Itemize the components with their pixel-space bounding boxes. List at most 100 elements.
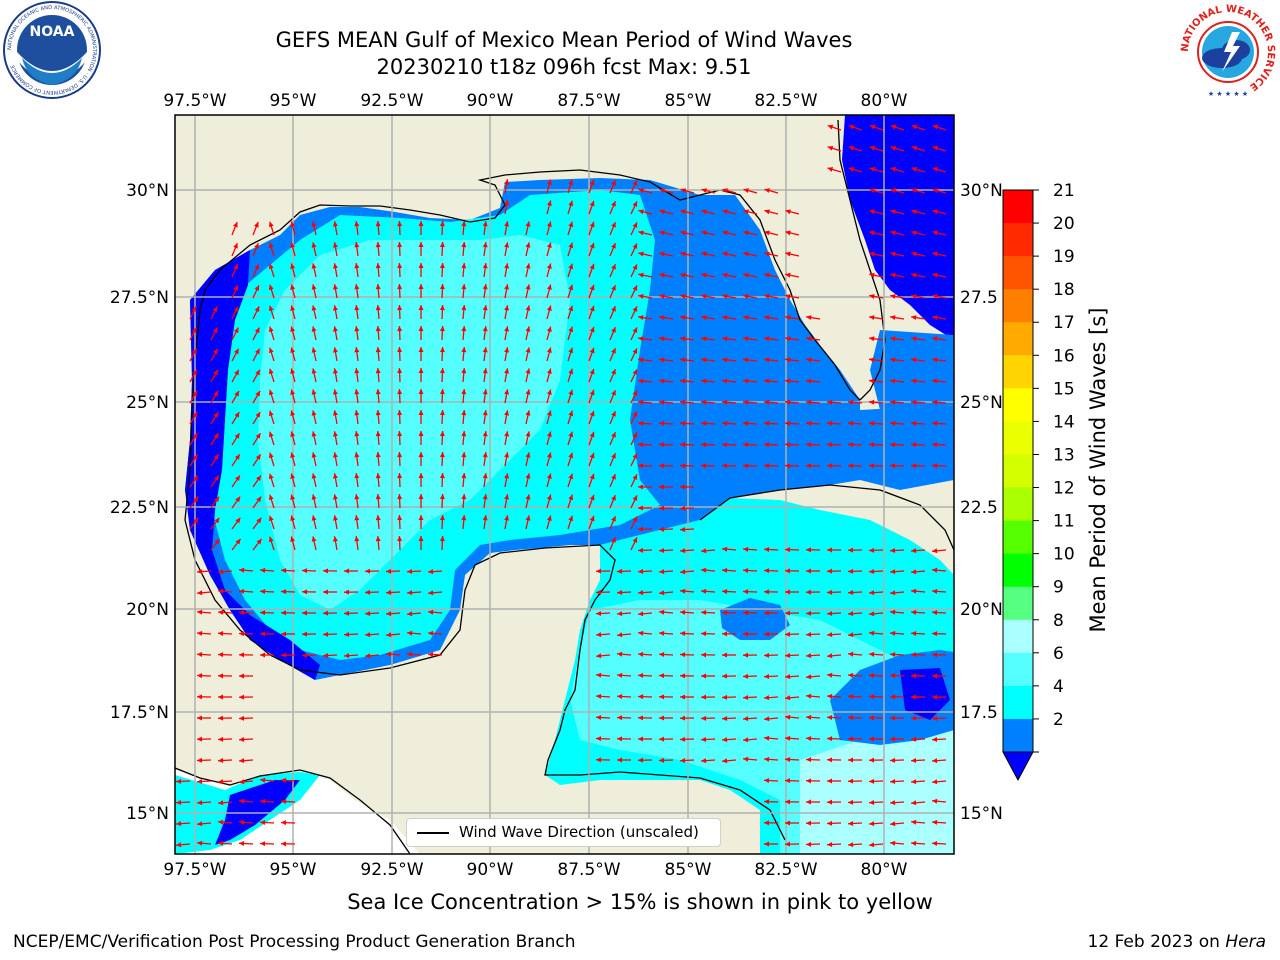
wind-arrow [525, 494, 531, 509]
wind-arrow [595, 632, 611, 638]
wind-arrow [890, 357, 905, 363]
wind-arrow [931, 588, 947, 594]
wind-arrow [763, 652, 779, 658]
wind-arrow [911, 336, 926, 342]
lat-label-right: 20°N [960, 600, 1003, 620]
wind-arrow [721, 737, 737, 743]
wind-arrow [637, 526, 653, 532]
wind-arrow [354, 242, 360, 257]
wind-arrow [504, 179, 510, 194]
wind-arrow [932, 357, 947, 363]
wind-arrow [609, 347, 617, 362]
wind-arrow [397, 472, 403, 488]
wind-arrow [680, 694, 694, 700]
wind-arrow [630, 306, 638, 320]
wind-arrow [525, 515, 531, 530]
wind-arrow [827, 145, 842, 152]
wind-arrow [301, 652, 317, 658]
wind-arrow [679, 673, 695, 679]
wind-arrow [567, 494, 574, 509]
wind-arrow [910, 800, 926, 806]
wind-arrow [427, 569, 443, 575]
lat-label-left: 30°N [126, 181, 169, 201]
wind-arrow [567, 473, 574, 488]
wind-arrow [231, 432, 241, 446]
wind-arrow [931, 758, 947, 764]
wind-arrow [217, 715, 233, 721]
wind-arrow [743, 209, 758, 215]
lon-label-bottom: 87.5°W [557, 860, 620, 880]
wind-arrow [290, 347, 296, 362]
wind-arrow [784, 420, 800, 426]
wind-arrow [290, 431, 296, 446]
wind-arrow [210, 475, 220, 488]
wind-arrow [259, 567, 275, 573]
wind-arrow [504, 326, 510, 341]
wind-arrow [889, 652, 905, 658]
wind-arrow [763, 568, 779, 574]
wind-arrow [931, 694, 947, 700]
wind-arrow [397, 409, 403, 425]
wind-arrow [679, 757, 695, 763]
wind-arrow [806, 568, 820, 574]
wind-arrow [638, 378, 653, 384]
wind-arrow [461, 346, 467, 362]
wind-arrow [784, 399, 800, 405]
wind-arrow [638, 251, 653, 257]
wind-arrow [743, 272, 758, 278]
wind-arrow [680, 336, 695, 342]
wind-arrow [252, 263, 260, 278]
wind-arrow [290, 473, 296, 488]
wind-arrow [406, 568, 422, 574]
wind-arrow [418, 472, 424, 488]
wind-arrow [889, 821, 905, 827]
wind-arrow [616, 632, 632, 638]
wind-arrow [332, 515, 338, 530]
wind-arrow [910, 652, 926, 658]
wind-arrow [504, 347, 510, 362]
wind-arrow [847, 694, 863, 700]
wind-arrow [231, 263, 239, 278]
wind-arrow [722, 336, 737, 342]
wind-arrow [826, 463, 842, 469]
wind-arrow [427, 630, 443, 636]
wind-arrow [910, 819, 926, 825]
wind-arrow [231, 496, 241, 509]
wind-arrow [595, 693, 611, 699]
wind-arrow [931, 548, 947, 554]
wind-arrow [280, 652, 296, 658]
wind-arrow [701, 272, 716, 278]
wind-arrow [742, 420, 758, 426]
wind-arrow [722, 293, 737, 299]
wind-arrow [700, 610, 716, 616]
wind-arrow [546, 305, 552, 320]
wind-arrow [418, 451, 424, 467]
wind-arrow [805, 820, 821, 826]
wind-arrow [764, 293, 779, 299]
florida-east-dark-band [842, 115, 954, 340]
wind-arrow [910, 420, 926, 426]
wind-arrow [785, 378, 800, 384]
colorbar-tick-label: 8 [1053, 611, 1064, 631]
wind-arrow [439, 535, 445, 551]
wind-arrow [252, 411, 261, 425]
wind-arrow [189, 348, 198, 362]
wind-arrow [268, 263, 275, 278]
wind-arrow [418, 304, 424, 320]
wind-arrow [332, 368, 338, 383]
wind-arrow [637, 463, 653, 469]
wind-arrow [659, 209, 674, 215]
wind-arrow [210, 496, 220, 509]
wind-arrow [868, 715, 884, 721]
wind-arrow [332, 263, 338, 278]
wind-arrow [869, 188, 884, 194]
wind-arrow [658, 630, 674, 636]
wind-arrow [805, 653, 821, 659]
wind-arrow [260, 652, 274, 658]
wind-arrow [311, 410, 317, 425]
wind-arrow [609, 473, 617, 488]
wind-arrow [847, 632, 863, 638]
wind-arrow [784, 568, 800, 574]
wind-arrow [354, 347, 360, 362]
wind-arrow [890, 272, 905, 278]
